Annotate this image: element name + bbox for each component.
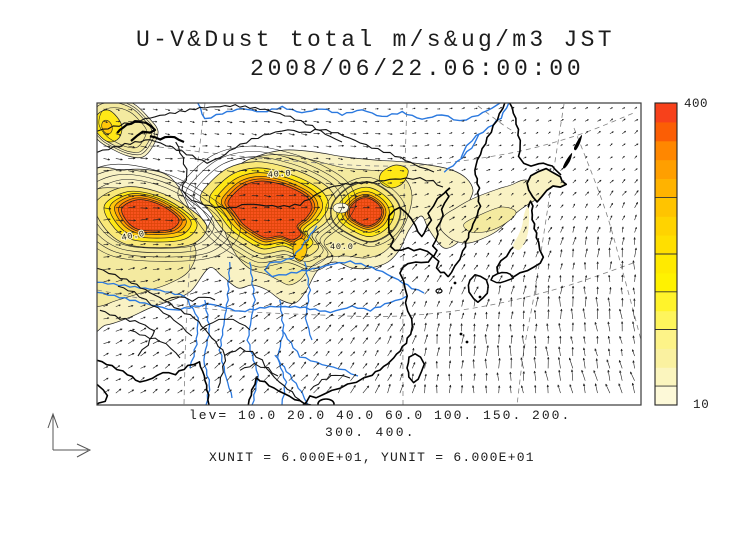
svg-text:40.0: 40.0 <box>268 168 292 180</box>
svg-text:40.0: 40.0 <box>330 242 354 252</box>
